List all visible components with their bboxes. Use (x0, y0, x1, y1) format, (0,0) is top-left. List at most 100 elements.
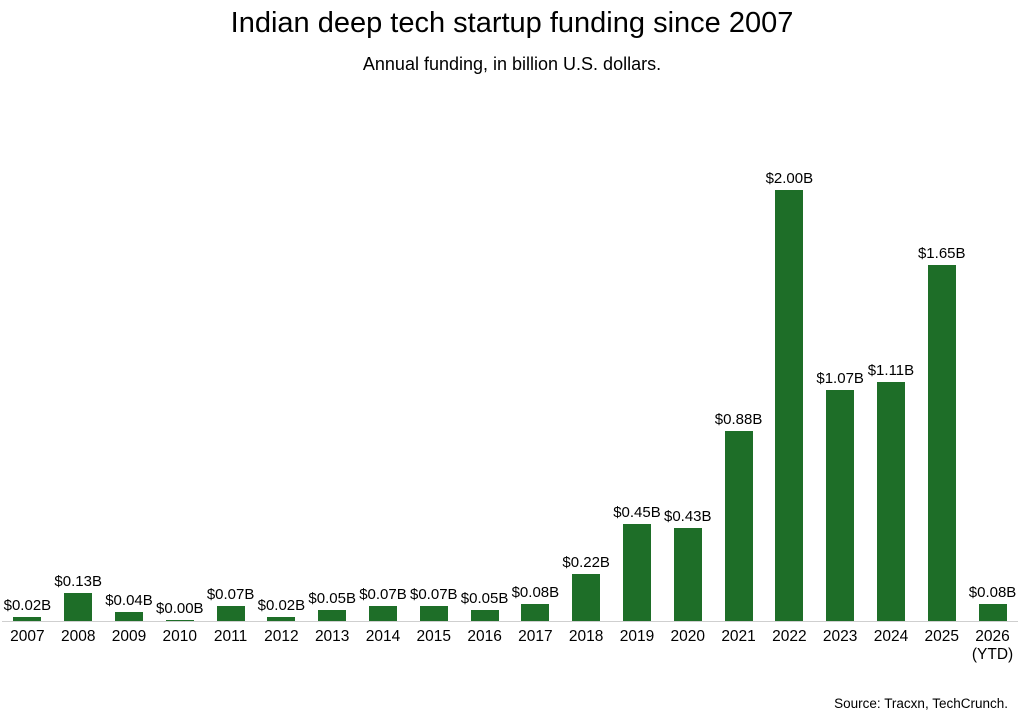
bar (267, 617, 296, 621)
bar (419, 606, 448, 621)
bar (673, 528, 702, 621)
bar (165, 620, 194, 621)
bar-column: $0.22B (561, 554, 612, 621)
bar (521, 604, 550, 621)
bar-column: $0.05B (459, 590, 510, 621)
bar-value-label: $2.00B (765, 170, 814, 187)
x-axis-label: 2019 (612, 622, 663, 665)
x-axis-label-line: 2026 (975, 628, 1010, 645)
x-axis-label: 2026 (YTD) (967, 622, 1018, 665)
bar (876, 382, 905, 621)
bar-value-label: $0.05B (460, 590, 509, 607)
x-axis-label-line: 2021 (721, 628, 756, 645)
plot-area: $0.02B $0.13B $0.04B $0.00B $0.07B $0.02B $0.0… (2, 100, 1018, 622)
bar-column: $0.05B (307, 590, 358, 621)
bar-value-label: $0.07B (359, 586, 407, 603)
bar-column: $1.65B (916, 245, 967, 621)
x-axis-label: 2025 (916, 622, 967, 665)
bar-value-label: $0.07B (206, 586, 255, 603)
bar-value-label: $0.08B (968, 584, 1017, 601)
x-axis-label-line: 2018 (568, 628, 604, 645)
x-axis-label: 2007 (2, 622, 53, 665)
bar (622, 524, 651, 621)
bar-value-label: $0.07B (410, 586, 458, 603)
x-axis-label: 2022 (764, 622, 815, 665)
x-axis-label-line: 2015 (416, 628, 452, 645)
x-axis-label: 2020 (662, 622, 713, 665)
bar (572, 574, 601, 621)
bar-value-label: $0.88B (714, 411, 763, 428)
x-axis-label-line: 2024 (873, 628, 909, 645)
x-axis-label: 2023 (815, 622, 866, 665)
bar-column: $0.08B (510, 584, 561, 621)
x-axis-label-line: 2020 (670, 628, 705, 645)
bar-value-label: $0.02B (257, 597, 306, 614)
bar-column: $0.00B (154, 600, 205, 621)
bar-column: $0.02B (256, 597, 307, 621)
x-axis-label-line: 2014 (365, 628, 401, 645)
bar-value-label: $0.04B (105, 592, 153, 609)
x-axis-label-line: 2009 (111, 628, 147, 645)
x-axis-label: 2018 (561, 622, 612, 665)
bar-chart: $0.02B $0.13B $0.04B $0.00B $0.07B $0.02B $0.0… (2, 100, 1018, 665)
bar (826, 390, 855, 621)
x-axis-label-line: 2025 (924, 628, 959, 645)
bar (368, 606, 397, 621)
bar (216, 606, 245, 621)
x-axis-label: 2009 (104, 622, 155, 665)
x-axis-label-line: 2011 (213, 628, 248, 645)
x-axis-label-line: 2022 (772, 628, 807, 645)
bar-column: $0.07B (408, 586, 459, 621)
bar-value-label: $1.07B (816, 370, 864, 387)
x-axis-label: 2011 (205, 622, 256, 665)
x-axis-label: 2014 (358, 622, 409, 665)
x-axis-label: 2015 (408, 622, 459, 665)
x-axis-label-line: 2007 (10, 628, 45, 645)
x-axis-label: 2008 (53, 622, 104, 665)
bar-value-label: $0.00B (156, 600, 204, 617)
x-axis-label-line: 2013 (314, 628, 350, 645)
x-axis-label: 2017 (510, 622, 561, 665)
bar (470, 610, 499, 621)
bar-value-label: $1.11B (867, 362, 915, 379)
source-text: Source: Tracxn, TechCrunch. (834, 696, 1008, 711)
x-axis-label: 2016 (459, 622, 510, 665)
bar (724, 431, 753, 621)
x-axis-label: 2013 (307, 622, 358, 665)
bar (927, 265, 956, 621)
bar-column: $1.11B (866, 362, 917, 621)
bar-value-label: $0.08B (511, 584, 560, 601)
bar (318, 610, 347, 621)
bar-value-label: $0.02B (3, 597, 52, 614)
bar-column: $0.07B (358, 586, 409, 621)
bar-value-label: $0.05B (308, 590, 356, 607)
bar-value-label: $0.22B (562, 554, 610, 571)
chart-subtitle: Annual funding, in billion U.S. dollars. (362, 53, 662, 74)
bar-column: $0.02B (2, 597, 53, 621)
x-axis-label: 2012 (256, 622, 307, 665)
bar (64, 593, 93, 621)
bar-column: $0.08B (967, 584, 1018, 621)
bar-value-label: $0.45B (613, 504, 661, 521)
x-axis-label: 2010 (154, 622, 205, 665)
x-axis-label-line: 2017 (518, 628, 553, 645)
bar-column: $0.13B (53, 573, 104, 621)
x-axis-label-line: 2019 (619, 628, 655, 645)
x-axis: 2007 2008 2009 2010 2011 2012 2013 2014 2015 2016… (2, 622, 1018, 665)
x-axis-label-line: 2010 (162, 628, 198, 645)
bar-value-label: $1.65B (917, 245, 966, 262)
bar-column: $1.07B (815, 370, 866, 621)
bar-column: $0.07B (205, 586, 256, 621)
bar (978, 604, 1007, 621)
bar-column: $0.43B (662, 508, 713, 621)
x-axis-label-line: (YTD) (971, 646, 1014, 664)
x-axis-label: 2024 (866, 622, 917, 665)
x-axis-label-line: 2023 (822, 628, 858, 645)
x-axis-label-line: 2016 (467, 628, 502, 645)
bar (775, 190, 804, 621)
x-axis-label-line: 2008 (60, 628, 96, 645)
bar-column: $0.88B (713, 411, 764, 621)
bar-column: $0.45B (612, 504, 663, 621)
chart-title: Indian deep tech startup funding since 2… (230, 7, 794, 39)
